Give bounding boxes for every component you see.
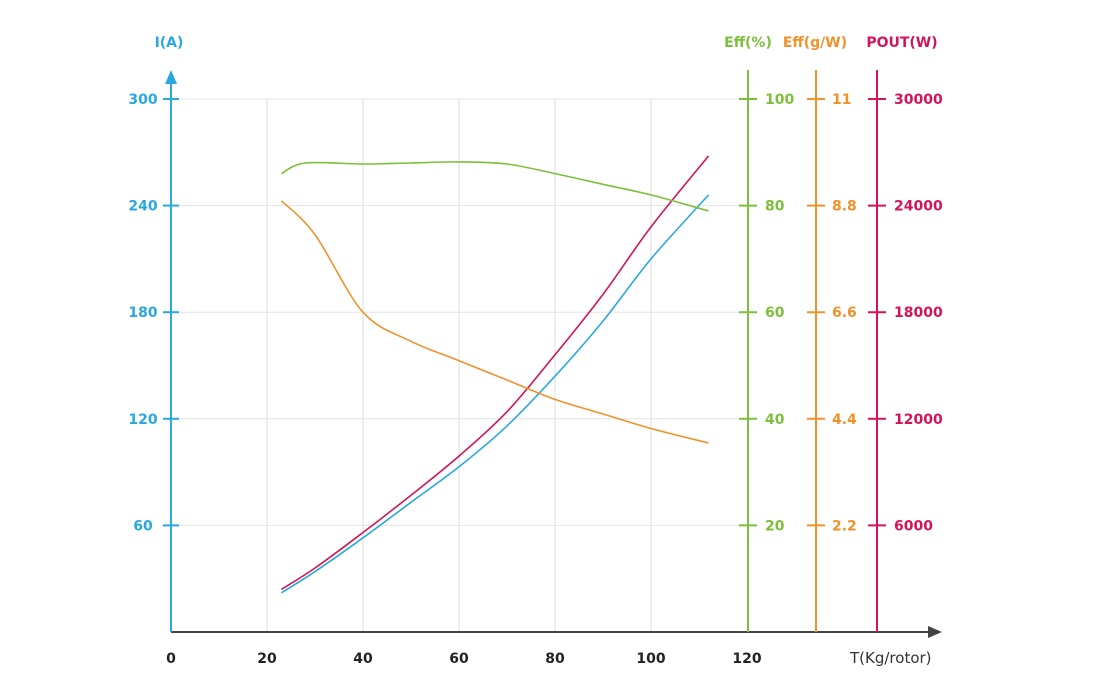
current-tick-label: 240 [128,199,157,215]
x-tick-label: 100 [636,651,665,667]
x-axis-arrow-icon [928,626,942,638]
x-tick-label: 120 [732,651,761,667]
grid-lines [171,98,748,632]
current-tick-label: 180 [128,305,157,321]
eff-gw-tick-label: 6.6 [832,305,857,321]
eff-percent-tick-label: 20 [765,518,785,534]
eff-gw-tick-label: 8.8 [832,199,857,215]
current-tick-label: 60 [133,518,153,534]
eff-percent-tick-label: 100 [765,92,794,108]
series-layer [280,155,710,594]
eff-percent-tick-label: 40 [765,412,785,428]
x-tick-label: 80 [545,651,565,667]
series-eff-percent-line [281,161,709,212]
pout-tick-label: 12000 [894,412,943,428]
pout-tick-label: 30000 [894,92,943,108]
series-current-line [280,194,710,594]
x-tick-label: 0 [166,651,176,667]
current-tick-label: 120 [128,412,157,428]
axes-layer: 0 20 40 60 80 100 120 T(Kg/rotor) I(A) 300 240 180 1… [128,35,943,667]
pout-tick-label: 18000 [894,305,943,321]
current-axis-title: I(A) [155,35,184,51]
eff-percent-tick-label: 80 [765,199,785,215]
eff-percent-tick-label: 60 [765,305,785,321]
x-tick-label: 60 [449,651,469,667]
pout-tick-label: 24000 [894,199,943,215]
pout-axis-title: POUT(W) [866,35,937,51]
eff-gw-tick-label: 2.2 [832,518,857,534]
x-tick-label: 40 [353,651,373,667]
pout-tick-label: 6000 [894,518,933,534]
series-pout-line [280,155,710,591]
current-tick-label: 300 [128,92,157,108]
series-eff-gw-line [280,200,709,444]
eff-percent-axis-title: Eff(%) [724,35,772,51]
x-tick-label: 20 [257,651,277,667]
eff-gw-tick-label: 11 [832,92,851,108]
eff-gw-tick-label: 4.4 [832,412,857,428]
x-axis-label: T(Kg/rotor) [849,649,932,667]
eff-gw-axis-title: Eff(g/W) [783,35,847,51]
current-axis-arrow-icon [165,70,177,84]
